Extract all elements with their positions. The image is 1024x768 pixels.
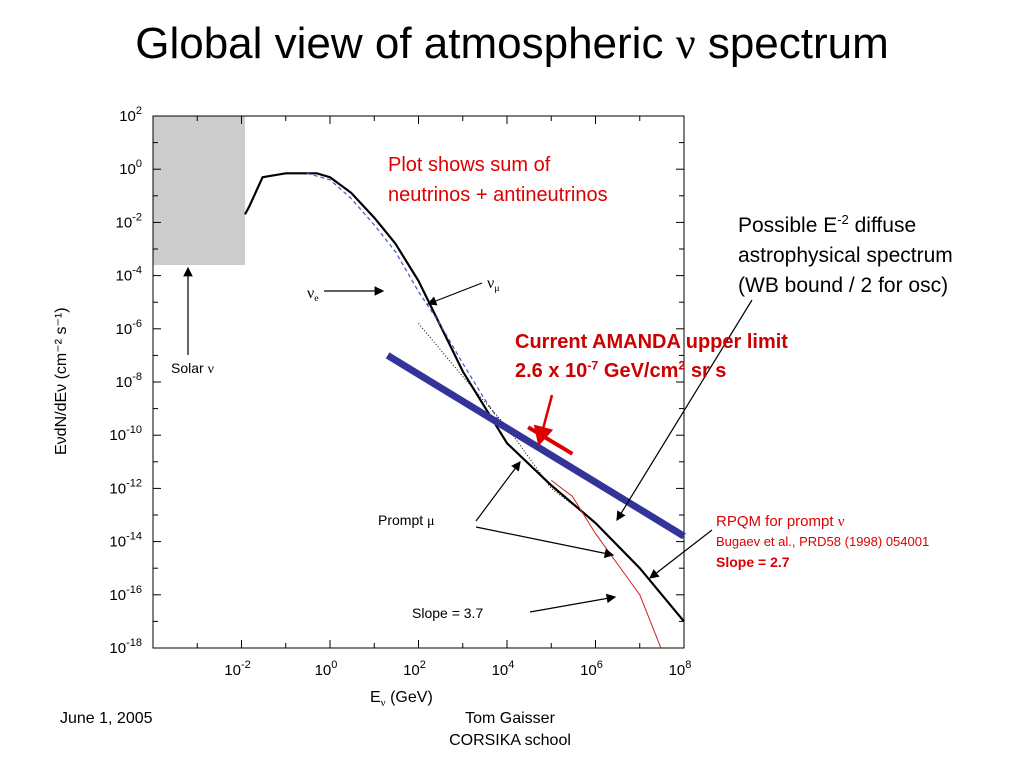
y-tick-label: 10-12 — [109, 477, 142, 497]
rpqm-line1: RPQM for prompt ν — [716, 513, 845, 530]
solar-region — [153, 116, 246, 266]
y-tick-label: 10-14 — [109, 531, 142, 551]
plot-shows-note: Plot shows sum of neutrinos + antineutri… — [388, 150, 608, 210]
y-tick-label: 102 — [119, 105, 142, 125]
y-axis-label: EνdN/dEν (cm⁻² s⁻¹) — [53, 307, 70, 455]
amanda-line2: 2.6 x 10-7 GeV/cm2 sr s — [515, 358, 727, 382]
slope37-arrow — [529, 593, 617, 613]
x-tick-label: 102 — [403, 659, 426, 679]
y-tick-label: 10-6 — [116, 318, 142, 338]
x-tick-label: 106 — [580, 659, 603, 679]
prompt-mu-arrow-1 — [475, 461, 521, 522]
possible-e2-note: Possible E-2 diffuse astrophysical spect… — [738, 211, 953, 301]
y-tick-label: 10-2 — [116, 211, 142, 231]
y-tick-label: 10-4 — [116, 265, 142, 285]
rpqm-arrow — [649, 529, 713, 579]
plot-shows-line2: neutrinos + antineutrinos — [388, 184, 608, 206]
prompt-mu-label: Prompt μ — [378, 512, 435, 529]
possible-line1: Possible E-2 diffuse — [738, 212, 917, 237]
rpqm-line3: Slope = 2.7 — [716, 554, 790, 570]
slide-title: Global view of atmospheric ν spectrum — [135, 19, 889, 68]
footer-date: June 1, 2005 — [60, 710, 153, 727]
y-tick-label: 10-8 — [116, 371, 142, 391]
y-tick-label: 10-10 — [109, 424, 142, 444]
x-tick-label: 108 — [669, 659, 692, 679]
rpqm-line2: Bugaev et al., PRD58 (1998) 054001 — [716, 534, 930, 549]
footer-author-name: Tom Gaisser — [465, 710, 555, 727]
y-tick-label: 10-18 — [109, 637, 142, 657]
series--e — [306, 172, 508, 433]
footer-event: CORSIKA school — [449, 732, 571, 749]
amanda-arrow — [533, 394, 554, 447]
y-tick-label: 100 — [119, 158, 142, 178]
series-- — [244, 172, 685, 623]
rpqm-note: RPQM for prompt ν Bugaev et al., PRD58 (… — [716, 512, 929, 572]
y-tick-label: 10-16 — [109, 584, 142, 604]
x-tick-label: 10-2 — [224, 659, 250, 679]
footer-author: Tom Gaisser CORSIKA school — [400, 708, 620, 752]
possible-line3: (WB bound / 2 for osc) — [738, 274, 949, 297]
nu-mu-label: νμ — [487, 275, 500, 294]
amanda-line1: Current AMANDA upper limit — [515, 331, 788, 353]
possible-e2-arrow — [616, 299, 753, 522]
nu-e-label: νe — [307, 285, 319, 304]
x-tick-label: 100 — [315, 659, 338, 679]
prompt-mu-arrow-2 — [475, 526, 615, 559]
nu-mu-arrow — [426, 282, 483, 306]
slope37-label: Slope = 3.7 — [412, 605, 484, 621]
plot-shows-line1: Plot shows sum of — [388, 154, 551, 176]
amanda-note: Current AMANDA upper limit 2.6 x 10-7 Ge… — [515, 328, 788, 386]
x-axis-label: Eν (GeV) — [370, 689, 433, 709]
possible-line2: astrophysical spectrum — [738, 244, 953, 267]
solar-label: Solar ν — [171, 360, 214, 377]
series-amanda-limit — [527, 425, 574, 456]
x-tick-label: 104 — [492, 659, 515, 679]
series-rpqm — [550, 480, 662, 649]
